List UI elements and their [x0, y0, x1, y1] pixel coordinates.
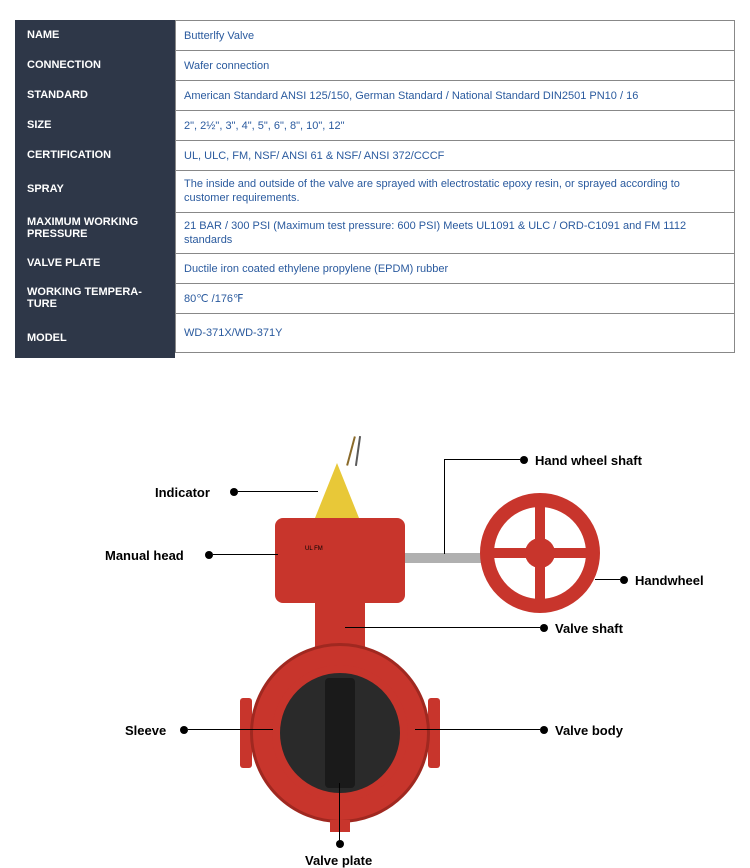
- value-certification: UL, ULC, FM, NSF/ ANSI 61 & NSF/ ANSI 37…: [175, 140, 735, 170]
- valve-bottom-icon: [330, 820, 350, 832]
- dot-icon: [620, 576, 628, 584]
- value-name: Butterlfy Valve: [175, 20, 735, 50]
- label-certification: CERTIFICATION: [15, 140, 175, 170]
- cert-markings: UL FM: [305, 546, 323, 552]
- valve-diagram: UL FM Indicator Manual head Sleeve Hand …: [15, 388, 735, 868]
- label-model: MODEL: [15, 318, 175, 358]
- handwheel-hub-icon: [525, 538, 555, 568]
- label-spray: SPRAY: [15, 170, 175, 208]
- value-size: 2", 2½", 3", 4", 5", 6", 8", 10", 12": [175, 110, 735, 140]
- value-spray: The inside and outside of the valve are …: [175, 170, 735, 212]
- callout-indicator: Indicator: [155, 485, 210, 500]
- label-max-pressure: MAXIMUM WORKING PRESSURE: [15, 208, 175, 248]
- dot-icon: [540, 726, 548, 734]
- label-connection: CONNECTION: [15, 50, 175, 80]
- spec-value-column: Butterlfy Valve Wafer connection America…: [175, 20, 735, 358]
- callout-sleeve: Sleeve: [125, 723, 166, 738]
- value-max-pressure: 21 BAR / 300 PSI (Maximum test pressure:…: [175, 212, 735, 254]
- dot-icon: [180, 726, 188, 734]
- leader-line: [444, 459, 445, 554]
- label-size: SIZE: [15, 110, 175, 140]
- leader-line: [595, 579, 620, 580]
- callout-manual-head: Manual head: [105, 548, 184, 563]
- dot-icon: [230, 488, 238, 496]
- spec-label-column: NAME CONNECTION STANDARD SIZE CERTIFICAT…: [15, 20, 175, 358]
- leader-line: [213, 554, 278, 555]
- value-valve-plate: Ductile iron coated ethylene propylene (…: [175, 253, 735, 283]
- dot-icon: [540, 624, 548, 632]
- leader-line: [238, 491, 318, 492]
- label-valve-plate: VALVE PLATE: [15, 248, 175, 278]
- value-working-temp: 80℃ /176℉: [175, 283, 735, 313]
- callout-valve-body: Valve body: [555, 723, 623, 738]
- spec-table: NAME CONNECTION STANDARD SIZE CERTIFICAT…: [15, 20, 735, 358]
- manual-head-icon: [275, 518, 405, 603]
- valve-neck-icon: [315, 598, 365, 648]
- callout-hand-wheel-shaft: Hand wheel shaft: [535, 453, 642, 468]
- dot-icon: [205, 551, 213, 559]
- label-working-temp: WORKING TEMPERA-TURE: [15, 278, 175, 318]
- callout-handwheel: Handwheel: [635, 573, 704, 588]
- leader-line: [445, 459, 520, 460]
- callout-valve-shaft: Valve shaft: [555, 621, 623, 636]
- label-name: NAME: [15, 20, 175, 50]
- leader-line: [345, 627, 540, 628]
- wire-icon: [355, 436, 361, 466]
- value-standard: American Standard ANSI 125/150, German S…: [175, 80, 735, 110]
- shaft-icon: [405, 553, 490, 563]
- leader-line: [415, 729, 540, 730]
- value-model: WD-371X/WD-371Y: [175, 313, 735, 353]
- wire-icon: [346, 436, 356, 465]
- leader-line: [339, 783, 340, 841]
- leader-line: [188, 729, 273, 730]
- value-connection: Wafer connection: [175, 50, 735, 80]
- dot-icon: [520, 456, 528, 464]
- callout-valve-plate: Valve plate: [305, 853, 372, 868]
- dot-icon: [336, 840, 344, 848]
- valve-plate-icon: [325, 678, 355, 788]
- indicator-icon: [315, 463, 359, 518]
- label-standard: STANDARD: [15, 80, 175, 110]
